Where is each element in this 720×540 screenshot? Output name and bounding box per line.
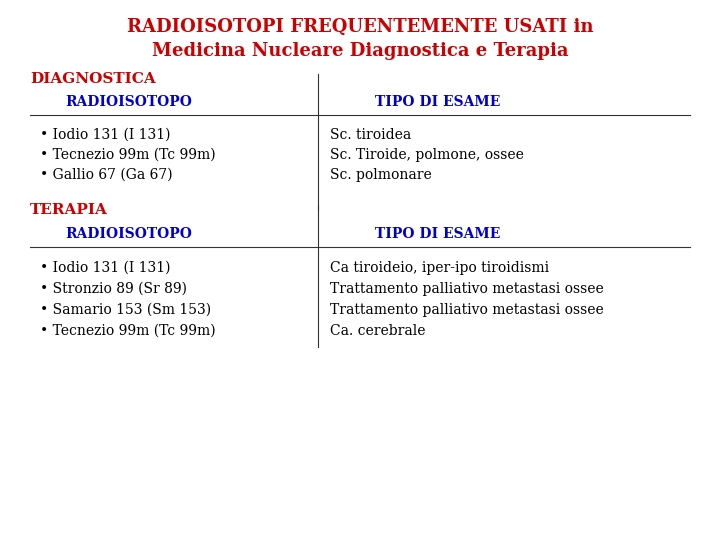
Text: TERAPIA: TERAPIA — [30, 203, 108, 217]
Text: • Gallio 67 (Ga 67): • Gallio 67 (Ga 67) — [40, 168, 173, 182]
Text: Trattamento palliativo metastasi ossee: Trattamento palliativo metastasi ossee — [330, 303, 604, 317]
Text: RADIOISOTOPO: RADIOISOTOPO — [65, 227, 192, 241]
Text: Medicina Nucleare Diagnostica e Terapia: Medicina Nucleare Diagnostica e Terapia — [152, 42, 568, 60]
Text: Sc. tiroidea: Sc. tiroidea — [330, 128, 411, 142]
Text: • Stronzio 89 (Sr 89): • Stronzio 89 (Sr 89) — [40, 282, 187, 296]
Text: Ca. cerebrale: Ca. cerebrale — [330, 324, 426, 338]
Text: Ca tiroideio, iper-ipo tiroidismi: Ca tiroideio, iper-ipo tiroidismi — [330, 261, 549, 275]
Text: Sc. Tiroide, polmone, ossee: Sc. Tiroide, polmone, ossee — [330, 148, 524, 162]
Text: DIAGNOSTICA: DIAGNOSTICA — [30, 72, 156, 86]
Text: TIPO DI ESAME: TIPO DI ESAME — [375, 227, 500, 241]
Text: • Tecnezio 99m (Tc 99m): • Tecnezio 99m (Tc 99m) — [40, 324, 215, 338]
Text: RADIOISOTOPO: RADIOISOTOPO — [65, 95, 192, 109]
Text: Trattamento palliativo metastasi ossee: Trattamento palliativo metastasi ossee — [330, 282, 604, 296]
Text: • Tecnezio 99m (Tc 99m): • Tecnezio 99m (Tc 99m) — [40, 148, 215, 162]
Text: • Iodio 131 (I 131): • Iodio 131 (I 131) — [40, 128, 171, 142]
Text: Sc. polmonare: Sc. polmonare — [330, 168, 432, 182]
Text: TIPO DI ESAME: TIPO DI ESAME — [375, 95, 500, 109]
Text: RADIOISOTOPI FREQUENTEMENTE USATI in: RADIOISOTOPI FREQUENTEMENTE USATI in — [127, 18, 593, 36]
Text: • Iodio 131 (I 131): • Iodio 131 (I 131) — [40, 261, 171, 275]
Text: • Samario 153 (Sm 153): • Samario 153 (Sm 153) — [40, 303, 211, 317]
